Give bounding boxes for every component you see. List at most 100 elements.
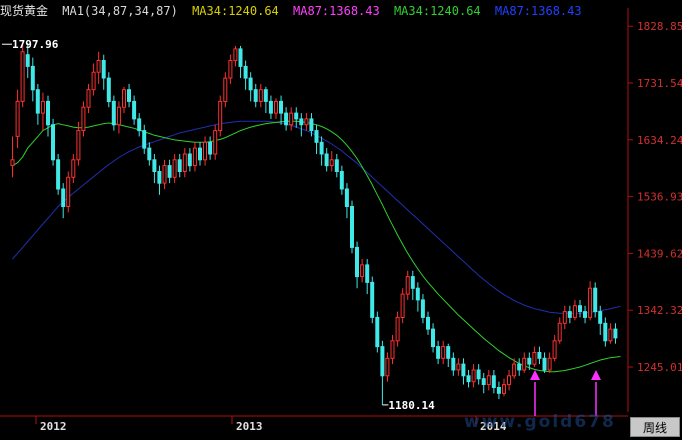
candle-body — [593, 287, 598, 313]
ma87-value-secondary: MA87:1368.43 — [494, 4, 582, 18]
candle-body — [162, 165, 167, 184]
candle-body — [583, 311, 587, 318]
candle-body — [360, 264, 365, 278]
period-button-weekly[interactable]: 周线 — [630, 417, 680, 437]
candle-body — [172, 159, 177, 178]
candle-body — [248, 77, 253, 91]
y-tick-label: 1342.32 — [637, 304, 682, 317]
candle-body — [436, 346, 441, 359]
candle-body — [446, 346, 451, 359]
y-tick-label: 1828.85 — [637, 20, 682, 33]
candle-body — [142, 130, 147, 149]
candle-body — [390, 340, 395, 359]
candle-body — [441, 346, 446, 359]
candle-body — [603, 322, 608, 342]
candle-body — [598, 311, 603, 324]
x-tick-label: 2014 — [480, 420, 507, 433]
candle-body — [101, 60, 106, 79]
candle-body — [572, 305, 577, 318]
candle-body — [263, 89, 268, 102]
candle-body — [608, 328, 613, 342]
candle-body — [268, 100, 273, 114]
symbol-name[interactable]: 现货黄金 — [0, 4, 49, 18]
x-tick-label: 2013 — [236, 420, 263, 433]
candle-body — [56, 159, 61, 190]
candle-body — [116, 106, 121, 126]
candle-body — [522, 357, 527, 371]
candle-body — [182, 153, 187, 172]
candle-body — [106, 77, 111, 102]
candle-body — [71, 159, 76, 178]
candle-body — [137, 118, 142, 132]
candle-body — [329, 159, 334, 167]
candle-body — [314, 130, 319, 143]
candle-body — [456, 363, 461, 371]
candle-body — [613, 328, 618, 339]
candle-body — [218, 100, 223, 132]
candle-body — [410, 276, 415, 289]
candle-body — [279, 100, 283, 114]
candle-body — [40, 100, 45, 114]
candle-body — [192, 147, 197, 167]
candle-body — [344, 188, 349, 207]
candle-body — [86, 89, 91, 108]
candle-body — [552, 340, 557, 359]
y-tick-label: 1634.24 — [637, 134, 682, 147]
y-tick-label: 1536.93 — [637, 191, 682, 204]
candle-body — [284, 112, 289, 126]
candle-body — [542, 357, 547, 371]
candle-body — [431, 328, 435, 348]
candle-body — [532, 352, 537, 365]
watermark-logo: www.gold678 — [464, 412, 616, 432]
candle-body — [304, 118, 309, 126]
candle-body — [527, 357, 532, 365]
candle-body — [258, 89, 263, 102]
candle-body — [147, 147, 152, 161]
candle-body — [157, 171, 162, 184]
candle-body — [466, 375, 471, 383]
candle-body — [415, 287, 420, 301]
candle-body — [294, 112, 299, 120]
candle-body — [319, 141, 324, 155]
candle-body — [365, 264, 370, 283]
candle-body — [507, 375, 511, 386]
candle-body — [309, 118, 314, 132]
candle-body — [76, 130, 81, 161]
candle-body — [426, 316, 430, 330]
candle-body — [122, 89, 126, 108]
ma34-value: MA34:1240.64 — [192, 4, 279, 18]
candle-body — [203, 141, 207, 161]
candle-body — [451, 357, 456, 371]
candle-body — [198, 147, 202, 161]
candle-body — [375, 316, 380, 348]
candle-body — [253, 89, 258, 102]
candle-body — [380, 346, 385, 377]
candle-body — [274, 100, 278, 114]
candle-body — [578, 305, 582, 313]
candle-body — [334, 159, 339, 173]
candle-body — [370, 281, 375, 318]
candle-body — [512, 363, 517, 377]
candle-body — [299, 118, 304, 126]
candle-body — [588, 287, 593, 318]
candle-body — [152, 159, 157, 173]
candle-body — [339, 171, 344, 190]
y-tick-label: 1245.01 — [637, 361, 682, 374]
signal-arrow-head — [591, 370, 601, 380]
candle-body — [66, 176, 71, 208]
candle-body — [471, 369, 476, 383]
candle-body — [557, 322, 562, 342]
candle-body — [233, 48, 238, 62]
candle-body — [132, 100, 137, 120]
candle-body — [547, 357, 552, 371]
candle-body — [420, 299, 425, 318]
ma34-value-secondary: MA34:1240.64 — [393, 4, 481, 18]
high-label: 1797.96 — [12, 38, 59, 51]
candle-body — [517, 363, 522, 371]
candle-body — [111, 100, 116, 126]
ma87-value: MA87:1368.43 — [293, 4, 380, 18]
ma-params[interactable]: MA1(34,87,34,87) — [62, 4, 178, 18]
candle-body — [481, 378, 486, 386]
candle-body — [10, 159, 15, 167]
